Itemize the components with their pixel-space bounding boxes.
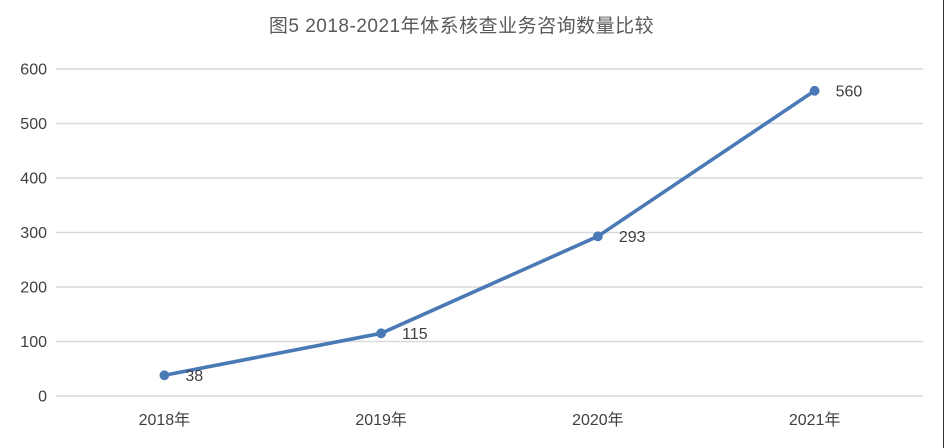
data-point-marker xyxy=(809,85,820,96)
series-line xyxy=(162,89,817,378)
x-axis-tick-label: 2021年 xyxy=(789,411,841,429)
x-axis-tick-label: 2020年 xyxy=(572,411,624,429)
y-axis-tick-label: 200 xyxy=(20,280,47,297)
y-axis-tick-label: 0 xyxy=(38,389,47,406)
data-point-marker xyxy=(159,370,170,381)
x-axis-tick-label: 2019年 xyxy=(355,411,407,429)
data-point-marker xyxy=(592,231,603,242)
data-point-label: 293 xyxy=(619,229,646,246)
data-point-label: 560 xyxy=(836,83,863,100)
data-point-label: 115 xyxy=(402,326,428,343)
y-axis-tick-label: 500 xyxy=(20,116,47,133)
y-axis-tick-label: 100 xyxy=(20,334,47,351)
y-axis-tick-label: 400 xyxy=(20,171,47,188)
y-axis-tick-label: 600 xyxy=(20,62,47,79)
page-right-border xyxy=(942,0,944,448)
data-point-label: 38 xyxy=(185,368,203,385)
x-axis-tick-label: 2018年 xyxy=(139,411,191,429)
y-axis-tick-label: 300 xyxy=(20,225,47,242)
chart-title: 图5 2018-2021年体系核查业务咨询数量比较 xyxy=(268,16,655,37)
data-point-marker xyxy=(376,328,387,339)
